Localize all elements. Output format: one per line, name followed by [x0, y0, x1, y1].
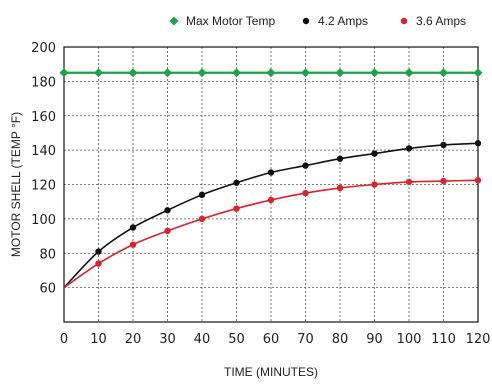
- data-point: [95, 260, 102, 267]
- data-point: [94, 68, 103, 78]
- data-point: [197, 68, 207, 78]
- data-point: [440, 141, 447, 149]
- data-point: [198, 191, 206, 199]
- series-layer: [59, 68, 483, 289]
- data-point: [405, 178, 413, 186]
- data-point: [267, 196, 275, 204]
- data-point: [267, 169, 275, 176]
- x-tick-label: 100: [397, 332, 422, 347]
- data-point: [302, 189, 309, 197]
- x-tick-label: 30: [159, 332, 176, 347]
- series-1: [59, 68, 483, 78]
- data-point: [336, 155, 344, 162]
- data-point: [198, 215, 206, 223]
- plot-frame: [63, 46, 479, 323]
- data-point: [59, 68, 69, 78]
- legend-marker: [302, 17, 310, 25]
- data-point: [404, 68, 414, 78]
- x-tick-label: 0: [60, 332, 68, 347]
- x-tick-label: 40: [194, 332, 211, 347]
- grid: [64, 47, 478, 322]
- data-point: [302, 162, 309, 169]
- data-point: [371, 181, 378, 188]
- data-point: [371, 150, 378, 157]
- x-tick-label: 110: [431, 332, 456, 347]
- data-point: [164, 207, 171, 214]
- tick-labels: 0 10 20 30 40 50 60 70 80 90 100 110 120 60 80 100 120 14…: [31, 41, 490, 347]
- x-axis-label: TIME (MINUTES): [224, 365, 318, 379]
- y-tick-label: 160: [31, 110, 56, 125]
- data-point: [233, 205, 240, 212]
- y-tick-label: 120: [31, 179, 56, 194]
- data-point: [474, 177, 482, 184]
- x-tick-label: 90: [366, 332, 383, 347]
- data-point: [439, 68, 448, 78]
- x-tick-label: 10: [90, 332, 107, 347]
- data-point: [95, 248, 102, 255]
- data-point: [129, 224, 137, 231]
- x-tick-label: 120: [466, 332, 491, 347]
- legend: Max Motor Temp 4.2 Amps 3.6 Amps: [169, 14, 466, 28]
- legend-marker: [400, 17, 408, 25]
- legend-label: 4.2 Amps: [318, 14, 368, 28]
- data-point: [232, 68, 241, 78]
- x-tick-label: 70: [297, 332, 314, 347]
- data-point: [474, 140, 482, 147]
- data-point: [128, 68, 138, 78]
- data-point: [370, 68, 379, 78]
- data-point: [163, 68, 172, 78]
- data-point: [473, 68, 483, 78]
- data-point: [440, 177, 447, 185]
- data-point: [405, 145, 413, 152]
- y-axis-label: MOTOR SHELL (TEMP °F): [9, 112, 23, 257]
- data-point: [301, 68, 310, 78]
- data-point: [129, 241, 137, 248]
- legend-label: Max Motor Temp: [186, 14, 275, 28]
- x-tick-label: 80: [332, 332, 349, 347]
- legend-marker: [169, 16, 179, 26]
- data-point: [164, 227, 171, 235]
- y-tick-label: 60: [39, 282, 56, 297]
- y-tick-label: 140: [31, 144, 56, 159]
- y-tick-label: 80: [39, 247, 56, 262]
- data-point: [233, 179, 240, 186]
- series-3: [63, 177, 482, 289]
- series-2: [63, 140, 482, 289]
- y-tick-label: 200: [31, 41, 56, 56]
- y-tick-label: 180: [31, 75, 56, 90]
- legend-label: 3.6 Amps: [416, 14, 466, 28]
- x-tick-label: 50: [228, 332, 245, 347]
- x-tick-label: 20: [125, 332, 142, 347]
- data-point: [336, 184, 344, 192]
- x-tick-label: 60: [263, 332, 280, 347]
- y-tick-label: 100: [31, 213, 56, 228]
- data-point: [266, 68, 276, 78]
- data-point: [335, 68, 345, 78]
